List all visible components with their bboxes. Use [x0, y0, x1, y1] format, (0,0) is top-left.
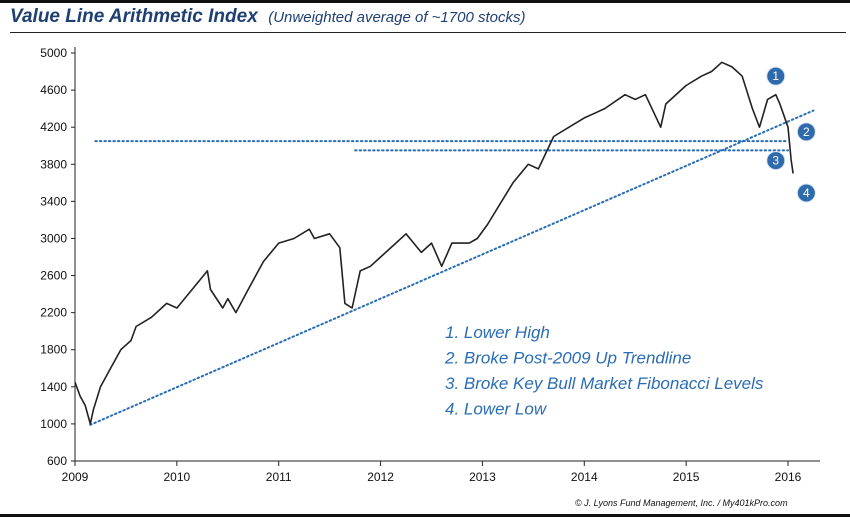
annotation-legend: 1. Lower High 2. Broke Post-2009 Up Trend… [444, 323, 764, 419]
y-tick-label: 2200 [40, 306, 67, 320]
x-tick-label: 2013 [469, 470, 496, 484]
x-tick-label: 2012 [367, 470, 394, 484]
trendline [89, 109, 815, 426]
axes: 600 1000 1400 1800 2200 2600 3000 3400 3800 4200 4… [40, 46, 820, 484]
title-divider [10, 32, 846, 33]
source-credit: © J. Lyons Fund Management, Inc. / My401… [575, 498, 788, 508]
marker-label: 3 [772, 154, 779, 168]
marker-label: 4 [803, 186, 810, 200]
y-tick-label: 4600 [40, 83, 67, 97]
chart-title: Value Line Arithmetic Index [10, 6, 258, 27]
price-series [74, 61, 794, 425]
marker-badge [766, 66, 786, 86]
y-tick-label: 2600 [40, 269, 67, 283]
marker-badge [796, 122, 816, 142]
top-border [0, 0, 850, 3]
legend-item: 1. Lower High [445, 323, 550, 342]
y-tick-label: 4200 [40, 120, 67, 134]
x-tick-label: 2015 [673, 470, 700, 484]
legend-item: 4. Lower Low [445, 400, 548, 419]
legend-item: 3. Broke Key Bull Market Fibonacci Level… [445, 374, 764, 393]
index-price-line [74, 61, 794, 425]
marker-badge [766, 151, 786, 171]
y-tick-label: 3800 [40, 157, 67, 171]
x-tick-label: 2009 [62, 470, 89, 484]
marker-badge [796, 183, 816, 203]
x-tick-label: 2016 [775, 470, 802, 484]
annotation-lines [89, 109, 815, 426]
x-tick-label: 2010 [164, 470, 191, 484]
y-tick-label: 3000 [40, 231, 67, 245]
marker-label: 1 [772, 69, 779, 83]
y-tick-label: 5000 [40, 46, 67, 60]
bottom-border [0, 514, 850, 517]
marker-label: 2 [803, 125, 810, 139]
event-markers: 1 2 3 4 [766, 66, 816, 203]
x-tick-label: 2014 [571, 470, 598, 484]
y-tick-label: 1800 [40, 343, 67, 357]
x-tick-label: 2011 [266, 470, 292, 484]
y-tick-label: 1000 [40, 417, 67, 431]
chart-subtitle: (Unweighted average of ~1700 stocks) [268, 9, 526, 26]
title-row: Value Line Arithmetic Index (Unweighted … [10, 6, 525, 28]
y-tick-label: 600 [47, 454, 67, 468]
legend-item: 2. Broke Post-2009 Up Trendline [444, 349, 691, 368]
y-tick-label: 3400 [40, 194, 67, 208]
y-tick-label: 1400 [40, 380, 67, 394]
